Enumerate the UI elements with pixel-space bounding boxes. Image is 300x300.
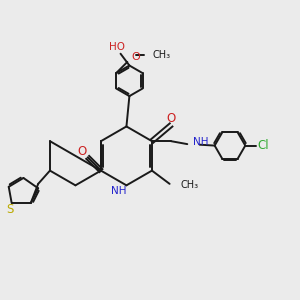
Text: HO: HO: [109, 42, 125, 52]
Text: Cl: Cl: [257, 139, 269, 152]
Text: O: O: [78, 145, 87, 158]
Text: O: O: [131, 52, 140, 62]
Text: NH: NH: [193, 137, 209, 147]
Text: NH: NH: [111, 186, 127, 196]
Text: O: O: [167, 112, 176, 125]
Text: CH₃: CH₃: [153, 50, 171, 61]
Text: S: S: [7, 203, 14, 216]
Text: CH₃: CH₃: [181, 180, 199, 190]
